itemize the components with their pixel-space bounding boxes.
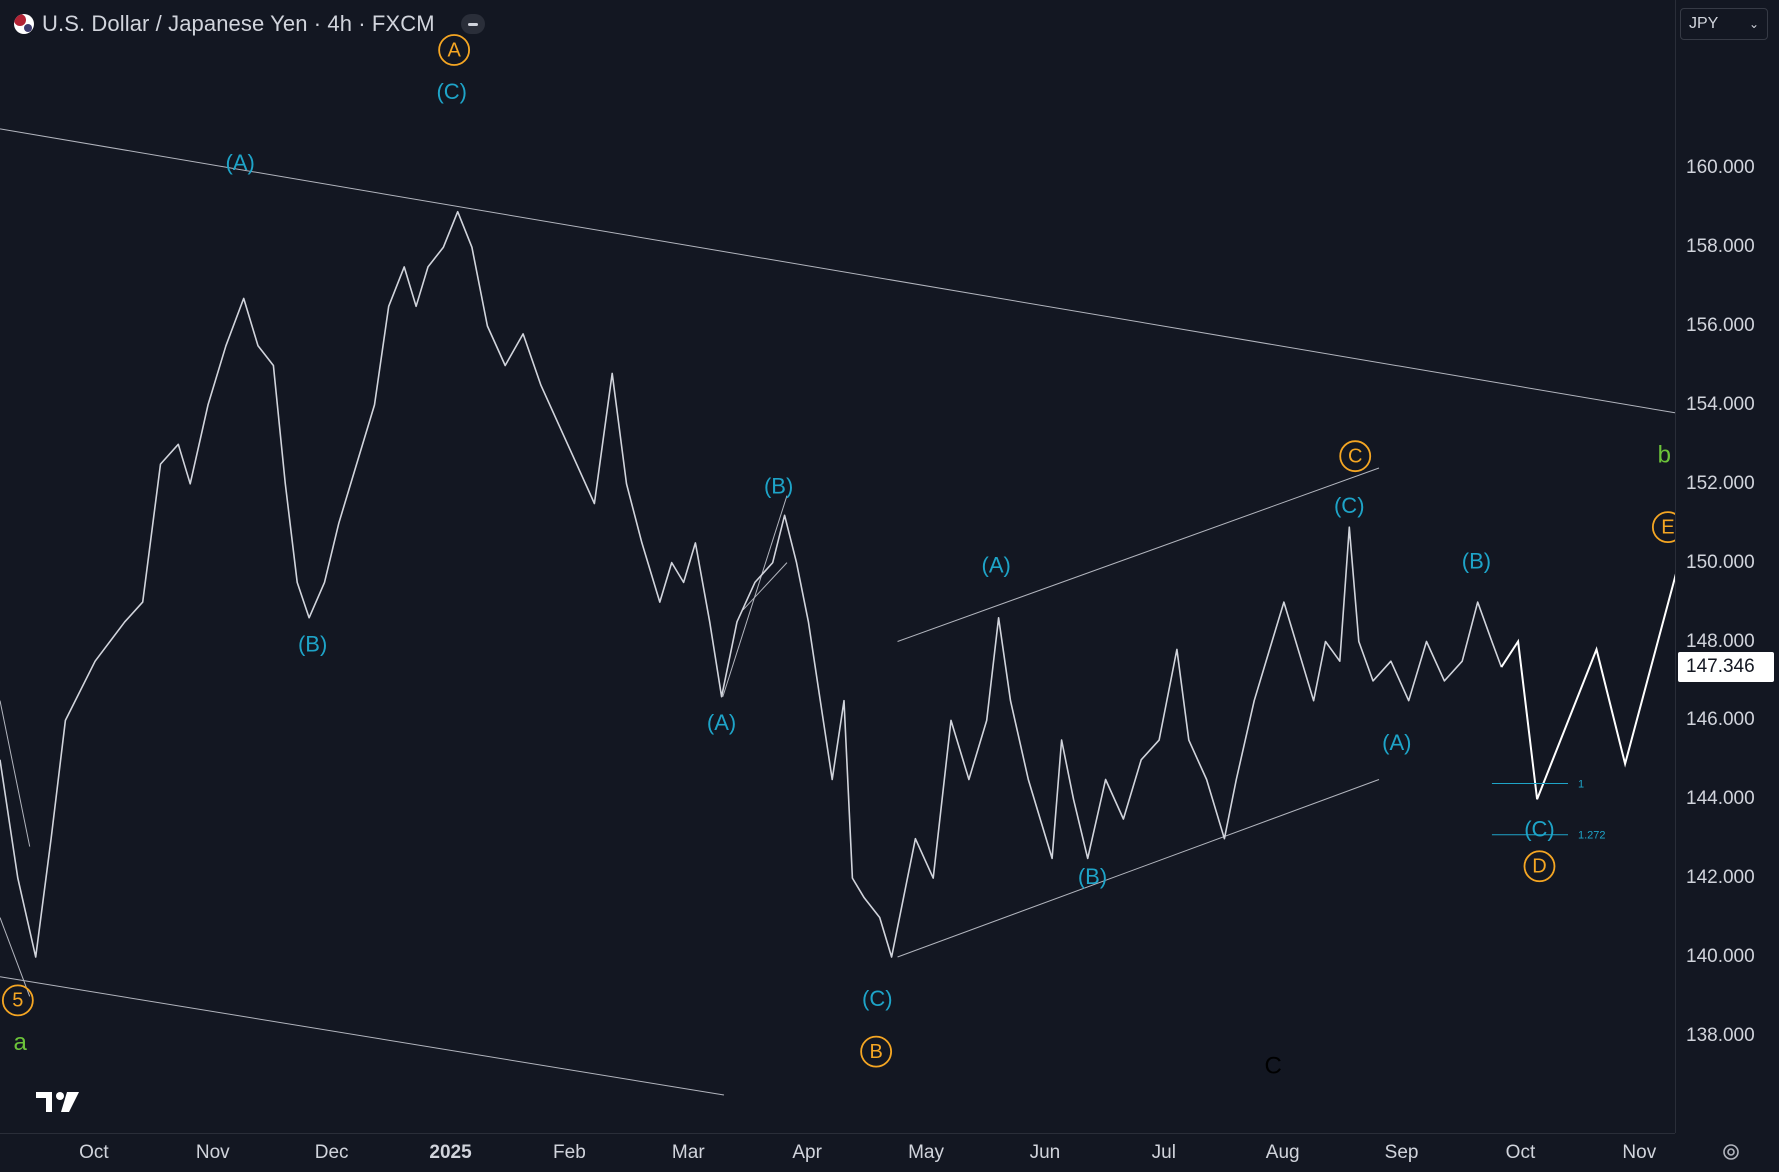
wave-circle (1523, 850, 1556, 883)
chevron-down-icon: ⌄ (1748, 17, 1759, 31)
tradingview-logo-icon[interactable] (36, 1090, 82, 1114)
symbol-title[interactable]: U.S. Dollar / Japanese Yen · 4h · FXCM (42, 11, 435, 36)
fib-level-label: 1 (1578, 778, 1584, 790)
circled-wave-label[interactable]: 5 (1, 984, 34, 1017)
price-tick-label: 156.000 (1686, 315, 1755, 337)
wave-circle (1651, 511, 1675, 544)
projection-path[interactable] (1500, 551, 1675, 800)
wave-circle-text: C (1348, 445, 1362, 467)
fib-level-label: 1.272 (1578, 830, 1606, 842)
price-tick-label: 144.000 (1686, 788, 1755, 810)
wave-circle-text: 5 (12, 990, 23, 1012)
time-tick-label: Nov (1622, 1142, 1657, 1163)
wave-label[interactable]: (A) (982, 552, 1011, 577)
time-tick-label: Oct (79, 1142, 109, 1163)
time-tick-label: Jul (1151, 1142, 1176, 1163)
minus-icon (467, 22, 478, 26)
wave-label[interactable]: (C) (1334, 493, 1365, 518)
time-tick-label: Nov (195, 1142, 230, 1163)
wave-label[interactable]: (C) (1524, 817, 1555, 842)
price-tick-label: 154.000 (1686, 393, 1755, 415)
wave-label[interactable]: (C) (862, 986, 893, 1011)
wave-circle (1, 984, 34, 1017)
settings-gear-icon[interactable] (1718, 1139, 1744, 1165)
symbol-flag-icon (14, 14, 34, 34)
time-tick-label: Jun (1029, 1142, 1061, 1163)
wave-circle (1339, 440, 1372, 473)
wave-circle (860, 1035, 893, 1068)
time-tick-label: 2025 (429, 1142, 472, 1163)
trendline[interactable] (742, 562, 788, 611)
price-axis[interactable]: JPY ⌄ 160.000 158.000 156.000 154.000 152.00… (1675, 0, 1779, 1133)
wave-label[interactable]: (C) (436, 79, 467, 104)
price-series-line (0, 210, 1503, 958)
trendline[interactable] (0, 976, 725, 1096)
time-tick-label: Dec (314, 1142, 349, 1163)
price-tick-label: 152.000 (1686, 472, 1755, 494)
circled-wave-label[interactable]: D (1523, 850, 1556, 883)
trendline[interactable] (897, 467, 1380, 642)
price-tick-label: 160.000 (1686, 157, 1755, 179)
chart-header: U.S. Dollar / Japanese Yen · 4h · FXCM (14, 10, 485, 38)
plain-wave-label[interactable]: b (1658, 442, 1671, 469)
price-tick-label: 158.000 (1686, 236, 1755, 258)
price-tick-label: 148.000 (1686, 630, 1755, 652)
trendline[interactable] (897, 779, 1380, 958)
wave-circle-text: B (869, 1041, 882, 1063)
circled-wave-label[interactable]: B (860, 1035, 893, 1068)
wave-label[interactable]: (B) (1462, 548, 1491, 573)
price-tick-label: 150.000 (1686, 551, 1755, 573)
wave-label[interactable]: (A) (707, 710, 736, 735)
trendline[interactable] (0, 700, 31, 847)
time-tick-label: May (908, 1142, 945, 1163)
wave-label[interactable]: (A) (225, 150, 254, 175)
time-tick-label: Aug (1265, 1142, 1300, 1163)
wave-label[interactable]: (B) (1078, 864, 1107, 889)
wave-circle-text: E (1661, 516, 1674, 538)
time-tick-label: Sep (1384, 1142, 1419, 1163)
current-price-tag: 147.346 (1678, 652, 1774, 683)
circled-wave-label[interactable]: A (438, 34, 471, 66)
currency-select[interactable]: JPY ⌄ (1680, 8, 1768, 40)
wave-label[interactable]: (B) (764, 474, 793, 499)
circled-wave-label[interactable]: C (1339, 440, 1372, 473)
time-tick-label: Feb (553, 1142, 586, 1163)
wave-circle-text: A (447, 39, 461, 61)
chart-svg[interactable]: 1 1.272 (A) (B) (C) (B) (A) (C) (A) (B) (C) (A) (B) (… (0, 0, 1675, 1133)
trendline[interactable] (0, 128, 1675, 414)
time-tick-label: Oct (1505, 1142, 1536, 1163)
time-tick-label: Mar (671, 1142, 705, 1163)
trendline[interactable] (722, 495, 788, 697)
collapse-legend-button[interactable] (460, 14, 485, 34)
wave-label[interactable]: (A) (1382, 730, 1411, 755)
wave-label[interactable]: (B) (298, 631, 327, 656)
price-tick-label: 138.000 (1686, 1024, 1755, 1046)
plain-wave-label[interactable]: a (14, 1029, 28, 1056)
circled-wave-label[interactable]: E (1651, 511, 1675, 544)
time-axis[interactable]: Oct Nov Dec 2025 Feb Mar Apr May Jun Jul Aug Sep Oct… (0, 1133, 1675, 1172)
price-tick-label: 146.000 (1686, 709, 1755, 731)
wave-circle (438, 34, 471, 66)
chart-plot-area[interactable]: 1 1.272 (A) (B) (C) (B) (A) (C) (A) (B) (C) (A) (B) (… (0, 0, 1675, 1133)
price-tick-label: 142.000 (1686, 867, 1755, 889)
currency-value: JPY (1689, 15, 1719, 32)
wave-circle-text: D (1532, 856, 1546, 878)
time-tick-label: Apr (792, 1142, 822, 1163)
trendline[interactable] (0, 917, 31, 997)
plain-wave-label[interactable]: C (1265, 1053, 1282, 1080)
price-tick-label: 140.000 (1686, 945, 1755, 967)
